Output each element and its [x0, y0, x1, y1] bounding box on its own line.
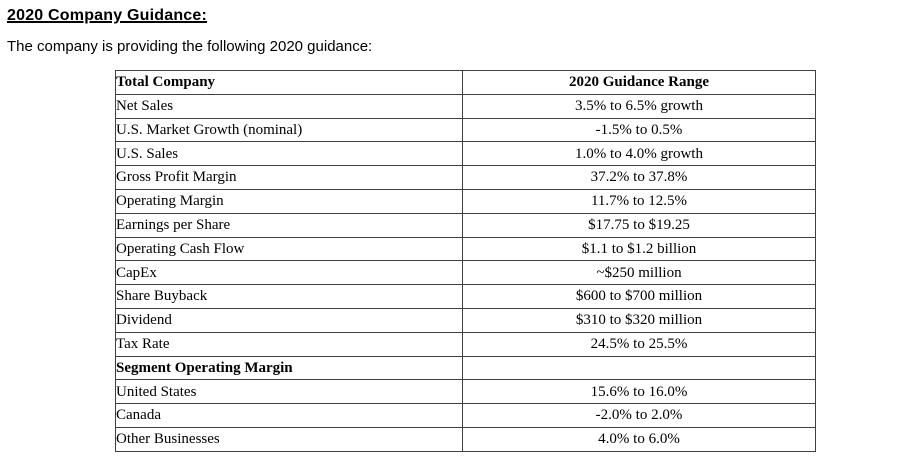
table-row: Segment Operating Margin [115, 355, 816, 381]
table-row: Operating Cash Flow $1.1 to $1.2 billion [115, 236, 816, 262]
row-label: Other Businesses [115, 426, 463, 452]
table-row: Operating Margin 11.7% to 12.5% [115, 188, 816, 214]
row-value: -2.0% to 2.0% [462, 403, 816, 428]
row-value: $1.1 to $1.2 billion [462, 236, 816, 262]
row-label: Gross Profit Margin [115, 165, 463, 190]
row-value: $600 to $700 million [462, 284, 816, 309]
table-row: CapEx ~$250 million [115, 260, 816, 286]
row-label: Tax Rate [115, 331, 463, 357]
row-label: Dividend [115, 307, 463, 333]
row-label: Net Sales [115, 93, 463, 119]
row-value: $310 to $320 million [462, 307, 816, 333]
row-label: Earnings per Share [115, 212, 463, 238]
row-value: -1.5% to 0.5% [462, 117, 816, 143]
row-label: Segment Operating Margin [115, 355, 463, 381]
table-row: Tax Rate 24.5% to 25.5% [115, 331, 816, 357]
row-value: 3.5% to 6.5% growth [462, 93, 816, 119]
document-page: 2020 Company Guidance: The company is pr… [0, 7, 906, 452]
page-heading: 2020 Company Guidance: [7, 7, 208, 24]
table-row: Other Businesses 4.0% to 6.0% [115, 426, 816, 452]
row-label: Share Buyback [115, 284, 463, 309]
row-value: $17.75 to $19.25 [462, 212, 816, 238]
row-label: Canada [115, 403, 463, 428]
row-label: U.S. Sales [115, 141, 463, 167]
col-header-guidance-range: 2020 Guidance Range [462, 70, 816, 95]
table-row: Earnings per Share $17.75 to $19.25 [115, 212, 816, 238]
row-value: 11.7% to 12.5% [462, 188, 816, 214]
row-value: 37.2% to 37.8% [462, 165, 816, 190]
row-label: United States [115, 379, 463, 405]
row-value: 4.0% to 6.0% [462, 426, 816, 452]
intro-text: The company is providing the following 2… [7, 38, 373, 55]
table-row: Share Buyback $600 to $700 million [115, 284, 816, 309]
row-value: 15.6% to 16.0% [462, 379, 816, 405]
table-row: Canada -2.0% to 2.0% [115, 403, 816, 428]
table-row: Gross Profit Margin 37.2% to 37.8% [115, 165, 816, 190]
table-header-row: Total Company 2020 Guidance Range [115, 70, 816, 95]
table-row: United States 15.6% to 16.0% [115, 379, 816, 405]
table-row: Net Sales 3.5% to 6.5% growth [115, 93, 816, 119]
table-row: U.S. Sales 1.0% to 4.0% growth [115, 141, 816, 167]
row-label: Operating Margin [115, 188, 463, 214]
row-value: 24.5% to 25.5% [462, 331, 816, 357]
row-label: Operating Cash Flow [115, 236, 463, 262]
row-value [462, 355, 816, 381]
guidance-table: Total Company 2020 Guidance Range Net Sa… [115, 70, 816, 452]
row-label: U.S. Market Growth (nominal) [115, 117, 463, 143]
row-label: CapEx [115, 260, 463, 286]
col-header-total-company: Total Company [115, 70, 463, 95]
row-value: ~$250 million [462, 260, 816, 286]
table-row: U.S. Market Growth (nominal) -1.5% to 0.… [115, 117, 816, 143]
table-body: Net Sales 3.5% to 6.5% growth U.S. Marke… [115, 93, 816, 452]
row-value: 1.0% to 4.0% growth [462, 141, 816, 167]
table-row: Dividend $310 to $320 million [115, 307, 816, 333]
